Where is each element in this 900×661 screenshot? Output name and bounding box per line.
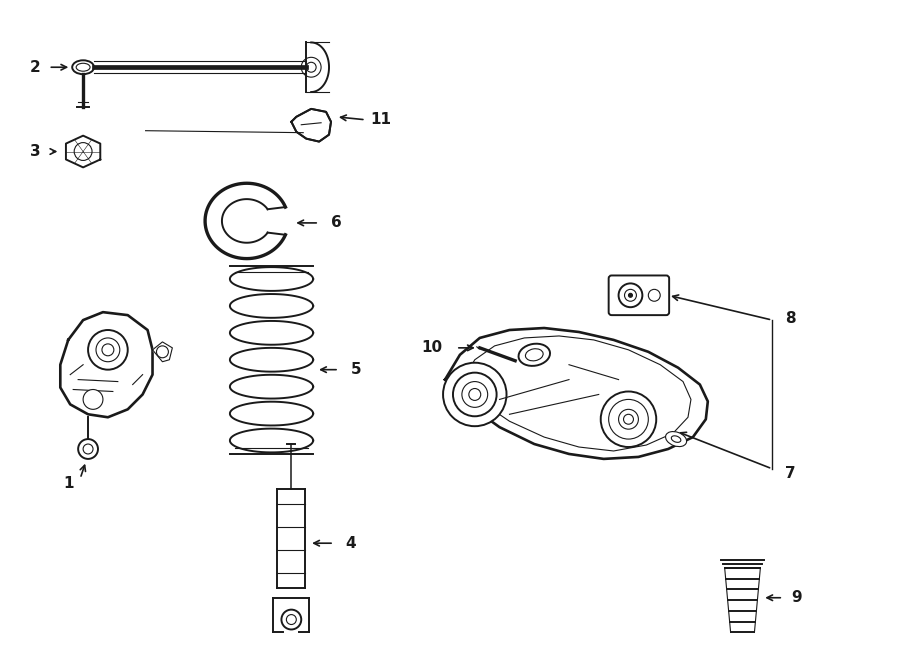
Ellipse shape — [518, 344, 550, 366]
Text: 2: 2 — [30, 59, 40, 75]
Text: 9: 9 — [792, 590, 803, 605]
Text: 1: 1 — [63, 476, 74, 491]
FancyBboxPatch shape — [608, 276, 669, 315]
Text: 3: 3 — [31, 144, 40, 159]
Polygon shape — [445, 328, 707, 459]
Text: 11: 11 — [370, 112, 392, 128]
Text: 8: 8 — [785, 311, 796, 326]
Polygon shape — [66, 136, 100, 167]
Circle shape — [443, 363, 507, 426]
Text: 7: 7 — [785, 466, 796, 481]
Circle shape — [282, 609, 302, 629]
Polygon shape — [60, 312, 152, 417]
Polygon shape — [292, 109, 331, 141]
Ellipse shape — [666, 432, 687, 447]
Polygon shape — [152, 342, 173, 362]
Circle shape — [600, 391, 656, 447]
Circle shape — [88, 330, 128, 369]
Text: 10: 10 — [421, 340, 443, 356]
Text: 4: 4 — [346, 535, 356, 551]
Text: 5: 5 — [350, 362, 361, 377]
Circle shape — [628, 293, 633, 297]
Text: 6: 6 — [330, 215, 341, 231]
Circle shape — [78, 439, 98, 459]
Circle shape — [508, 353, 523, 369]
Circle shape — [83, 389, 103, 409]
